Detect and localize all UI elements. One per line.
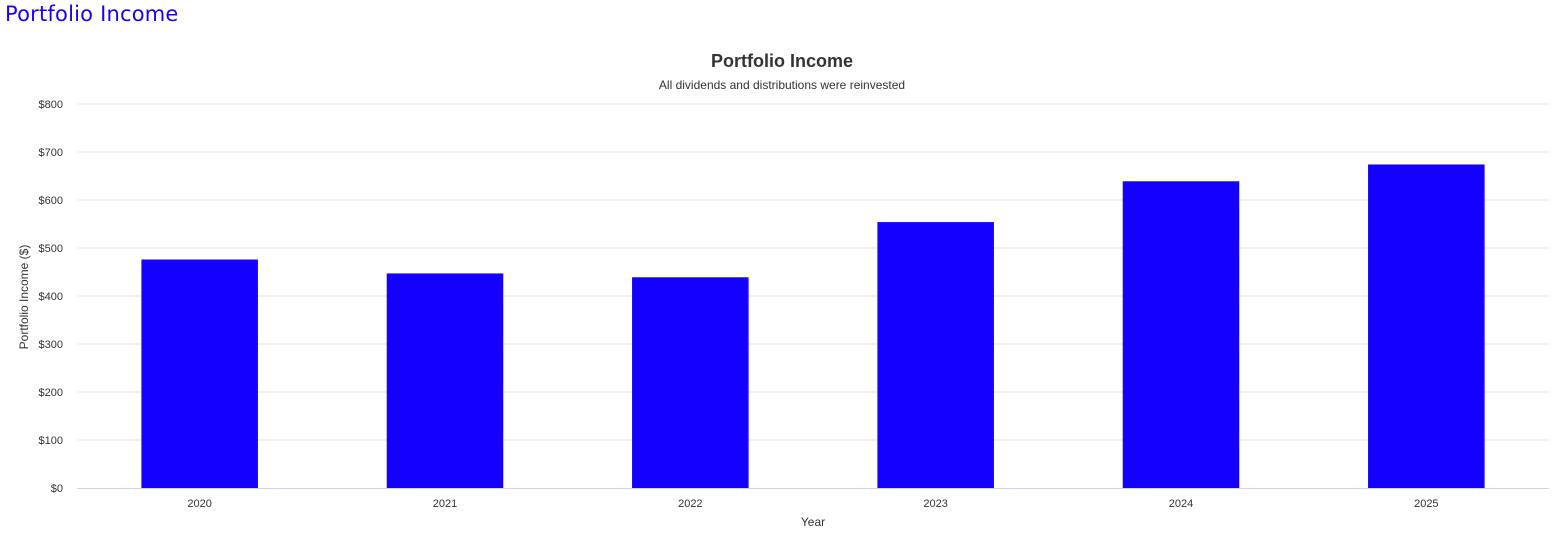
y-tick-label: $800 (39, 99, 63, 111)
bar-2025[interactable] (1368, 164, 1485, 489)
grid-lines (77, 103, 1549, 441)
y-axis-title: Portfolio Income ($) (17, 245, 31, 350)
bar-2022[interactable] (632, 277, 749, 488)
x-tick-label: 2020 (187, 498, 211, 510)
bar-2024[interactable] (1122, 181, 1240, 488)
y-axis-ticks: $0 $100 $200 $300 $400 $500 $600 $700 $800 (39, 99, 63, 495)
y-tick-label: $200 (39, 387, 63, 399)
x-axis-title: Year (801, 515, 825, 529)
x-tick-label: 2023 (923, 498, 947, 510)
page-heading: Portfolio Income (5, 2, 179, 26)
y-tick-label: $600 (39, 195, 63, 207)
x-tick-label: 2021 (433, 498, 457, 510)
bars (141, 164, 1485, 489)
x-tick-label: 2025 (1414, 498, 1438, 510)
y-tick-label: $500 (39, 243, 63, 255)
y-tick-label: $700 (39, 147, 63, 159)
bar-2020[interactable] (141, 259, 258, 488)
y-tick-label: $300 (39, 339, 63, 351)
x-tick-label: 2024 (1169, 498, 1193, 510)
x-axis-ticks: 2020 2021 2022 2023 2024 2025 (187, 498, 1438, 510)
chart-title: Portfolio Income (711, 51, 853, 71)
y-tick-label: $100 (39, 435, 63, 447)
x-tick-label: 2022 (678, 498, 702, 510)
bar-2023[interactable] (877, 222, 994, 488)
chart-subtitle: All dividends and distributions were rei… (659, 78, 905, 92)
bar-2021[interactable] (386, 273, 504, 488)
y-tick-label: $0 (51, 483, 63, 495)
y-tick-label: $400 (39, 291, 63, 303)
